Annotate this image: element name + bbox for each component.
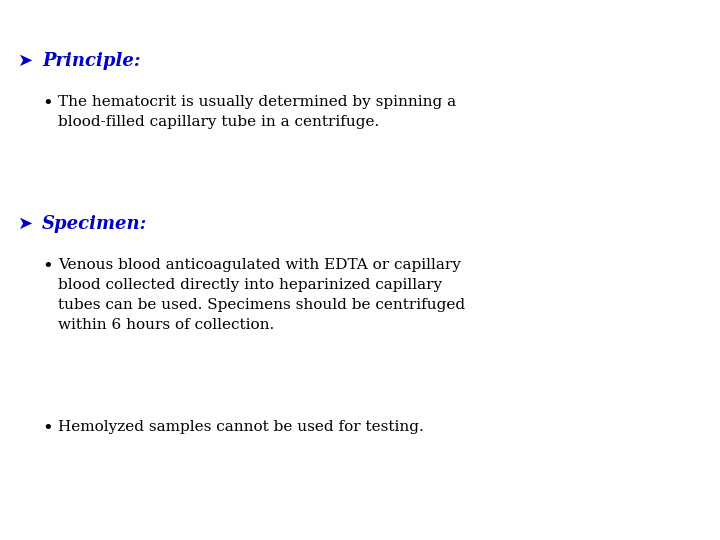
Text: •: • [42,258,53,276]
Text: ➤: ➤ [18,52,33,70]
Text: Principle:: Principle: [42,52,140,70]
Text: ➤: ➤ [18,215,33,233]
Text: •: • [42,95,53,113]
Text: The hematocrit is usually determined by spinning a
blood-filled capillary tube i: The hematocrit is usually determined by … [58,95,456,129]
Text: Venous blood anticoagulated with EDTA or capillary
blood collected directly into: Venous blood anticoagulated with EDTA or… [58,258,465,332]
Text: Specimen:: Specimen: [42,215,148,233]
Text: Hemolyzed samples cannot be used for testing.: Hemolyzed samples cannot be used for tes… [58,420,424,434]
Text: •: • [42,420,53,438]
